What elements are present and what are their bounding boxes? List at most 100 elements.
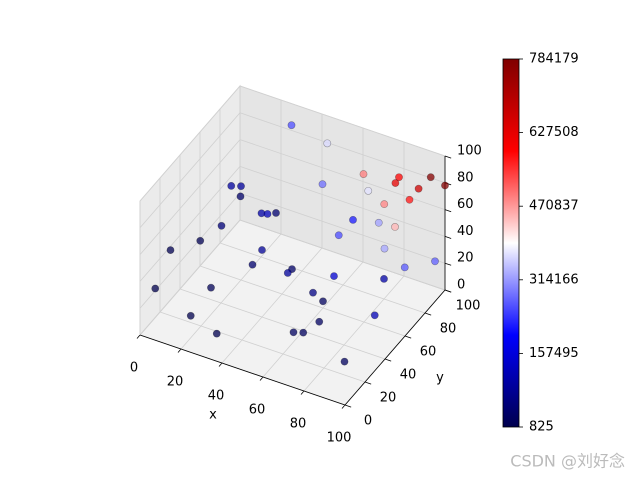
point [315, 317, 324, 326]
point [340, 357, 349, 366]
point [166, 246, 175, 254]
point [237, 182, 245, 191]
y-tick-label: 80 [440, 322, 457, 337]
x-axis-label: x [209, 408, 217, 423]
point [431, 257, 439, 266]
colorbar-tick-label: 627508 [529, 125, 579, 140]
tick-mark [444, 236, 452, 239]
colorbar-tick-label: 314166 [529, 272, 579, 287]
point [186, 311, 195, 320]
point [323, 139, 332, 148]
point [151, 284, 160, 293]
grid-line [221, 247, 323, 364]
point [391, 179, 400, 187]
tick-mark [259, 376, 264, 381]
x-tick-label: 60 [249, 403, 266, 418]
y-axis-label: y [436, 370, 444, 385]
x-tick-label: 40 [208, 389, 225, 404]
grid-line [239, 219, 446, 291]
tick-mark [218, 362, 223, 367]
x-tick-label: 80 [290, 417, 307, 432]
y-tick-label: 100 [456, 299, 481, 314]
z-tick-label: 40 [457, 224, 474, 239]
tick-mark [364, 381, 372, 385]
point [349, 215, 357, 224]
point [441, 181, 449, 190]
colorbar-tick-label: 470837 [529, 199, 579, 214]
y-tick-label: 0 [364, 414, 372, 429]
point [395, 173, 403, 182]
y-tick-label: 20 [380, 391, 397, 406]
colorbar-tick-label: 784179 [529, 52, 579, 67]
point [426, 173, 435, 182]
point [380, 274, 388, 283]
watermark: CSDN @刘好念 [510, 452, 625, 471]
grid-line [139, 219, 241, 336]
z-tick-label: 20 [457, 251, 474, 266]
point [380, 244, 389, 253]
colorbar [502, 58, 520, 428]
point [287, 121, 296, 130]
point [309, 288, 317, 297]
grid-line [139, 85, 241, 202]
grid-line [139, 166, 241, 282]
point [196, 236, 205, 245]
tick-mark [424, 312, 432, 316]
x-tick-label: 100 [327, 431, 352, 446]
colorbar-tick-label: 157495 [529, 346, 579, 361]
grid-line [180, 233, 282, 350]
tick-mark [136, 334, 141, 339]
axis-line [344, 289, 446, 406]
point [374, 218, 383, 227]
grid-line [239, 192, 446, 264]
point [248, 260, 257, 269]
tick-mark [444, 209, 452, 213]
grid-line [239, 85, 446, 157]
tick-mark [444, 155, 452, 159]
grid-line [179, 288, 386, 360]
grid-line [262, 261, 364, 378]
tick-mark [444, 289, 452, 293]
point [334, 231, 343, 240]
z-tick-label: 60 [457, 197, 474, 212]
tick-mark [177, 348, 182, 353]
point [380, 200, 389, 209]
z-tick-label: 80 [457, 170, 474, 185]
point [258, 246, 266, 254]
tick-mark [344, 404, 352, 408]
grid-line [303, 275, 405, 392]
point [318, 180, 327, 189]
x-tick-label: 20 [167, 375, 184, 390]
x-tick-label: 0 [130, 361, 138, 376]
tick-mark [384, 358, 392, 362]
point [283, 269, 292, 277]
tick-mark [404, 335, 412, 339]
axis-line [139, 334, 346, 406]
point [359, 170, 368, 178]
point [414, 184, 423, 193]
tick-mark [444, 262, 452, 266]
point [400, 263, 409, 272]
point [217, 221, 226, 230]
point [319, 297, 327, 306]
colorbar-tick-label: 825 [529, 420, 554, 435]
point [370, 311, 379, 320]
point [391, 222, 399, 231]
point [330, 272, 338, 280]
grid-line [199, 265, 406, 337]
grid-line [139, 139, 241, 255]
point [227, 181, 236, 190]
grid-line [239, 166, 446, 237]
tick-mark [341, 404, 346, 409]
point [289, 328, 298, 337]
z-tick-label: 0 [457, 278, 465, 293]
point [207, 283, 215, 292]
tick-mark [300, 390, 305, 395]
y-tick-label: 60 [420, 345, 437, 360]
point [272, 209, 280, 217]
point [364, 186, 373, 195]
point [299, 328, 308, 337]
grid-line [219, 242, 426, 314]
point [263, 210, 272, 218]
